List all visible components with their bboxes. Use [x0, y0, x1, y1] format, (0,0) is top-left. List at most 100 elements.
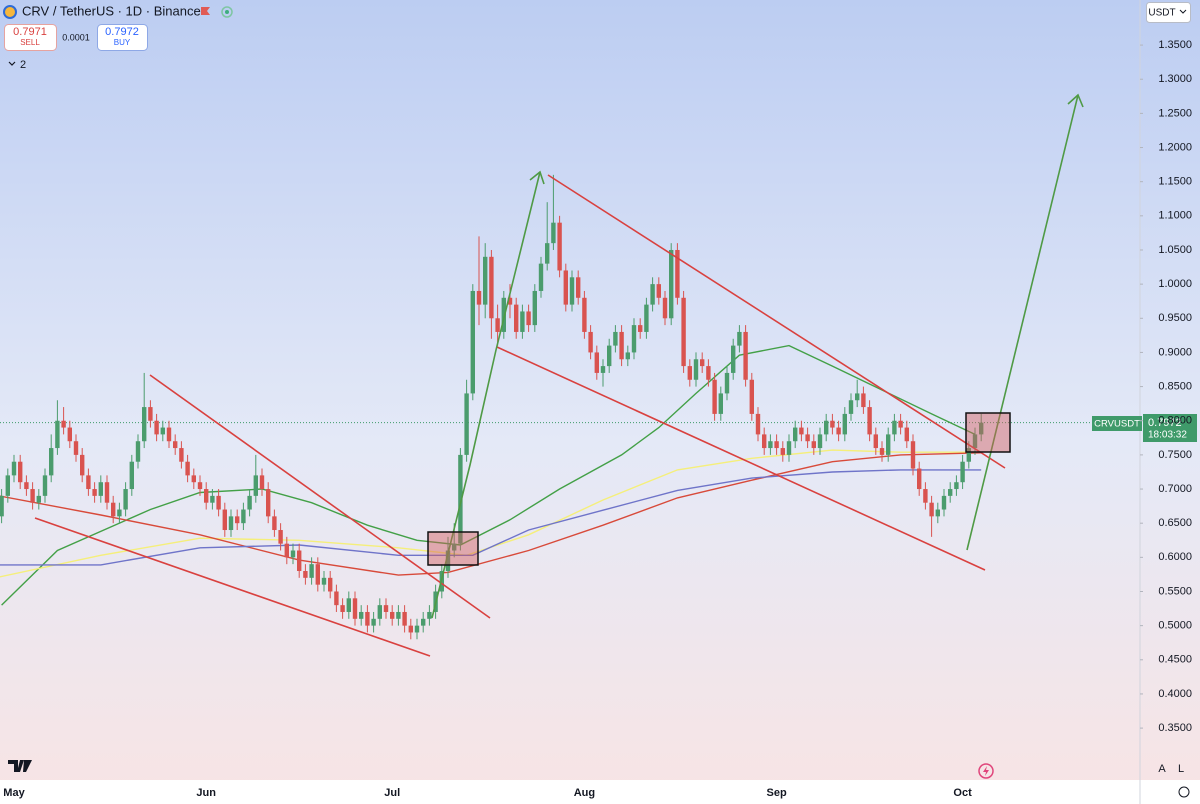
candle-body: [284, 543, 289, 558]
candle-body: [309, 564, 314, 578]
y-tick-label: 0.8500: [1158, 380, 1192, 392]
drawings: [34, 93, 1084, 657]
countdown: 18:03:32: [1148, 430, 1187, 441]
candle-body: [427, 611, 432, 619]
candle-body: [582, 297, 587, 332]
candle-body: [817, 434, 823, 449]
settings-icon[interactable]: [1178, 786, 1190, 798]
auto-scale-button[interactable]: A: [1158, 763, 1166, 775]
flash-bolt: [983, 766, 989, 776]
buy-price: 0.7972: [105, 26, 139, 38]
y-tick-label: 1.0500: [1158, 244, 1192, 256]
candle-body: [148, 407, 153, 421]
candle-body: [228, 516, 234, 531]
candle-body: [365, 611, 370, 626]
candle-body: [30, 489, 35, 503]
candle-body: [731, 345, 736, 373]
x-tick-label: May: [3, 787, 25, 799]
candle-body: [532, 290, 537, 326]
candle-body: [966, 448, 971, 462]
candle-body: [421, 618, 426, 626]
tradingview-logo[interactable]: [8, 760, 32, 772]
candle-body: [315, 564, 320, 585]
candle-body: [501, 297, 506, 332]
candle-body: [700, 359, 705, 367]
currency-chevron[interactable]: [1179, 9, 1187, 14]
buy-button[interactable]: [97, 24, 148, 51]
time-axis-strip: [0, 780, 1200, 804]
candle-body: [662, 297, 668, 319]
symbol-tag-label: CRVUSDT: [1094, 419, 1140, 430]
candle-body: [941, 495, 947, 510]
candle-body: [631, 325, 637, 353]
candle-body: [749, 379, 754, 414]
candle-body: [910, 441, 916, 469]
candle-body: [836, 427, 841, 435]
sell-label: SELL: [20, 38, 40, 47]
currency-button[interactable]: [1146, 2, 1191, 23]
y-tick-label: 1.0000: [1158, 278, 1192, 290]
sell-button[interactable]: [4, 24, 57, 51]
candle-body: [923, 489, 928, 503]
candle-body: [718, 393, 723, 414]
candle-body: [855, 393, 860, 401]
candle-body: [222, 509, 227, 531]
candle-body: [235, 516, 240, 524]
candle-body: [272, 516, 277, 531]
collapse-chevron[interactable]: [8, 61, 16, 66]
candle-body: [681, 297, 686, 367]
y-tick-label: 0.4000: [1158, 688, 1192, 700]
candle-body: [917, 468, 922, 490]
candle-body: [42, 475, 48, 496]
candle-body: [321, 577, 327, 585]
candle-body: [0, 495, 4, 517]
candle-body: [346, 598, 351, 612]
candle-body: [210, 495, 215, 503]
highlight-box: [427, 531, 479, 566]
candle-body: [390, 611, 395, 619]
projection-arrow: [431, 171, 541, 619]
trendline: [496, 346, 986, 571]
y-tick-label: 0.6000: [1158, 551, 1192, 563]
candle-body: [266, 489, 271, 517]
candle-body: [495, 318, 500, 332]
candle-body: [520, 311, 525, 332]
moving-average: [0, 452, 982, 576]
status-icon: [221, 6, 233, 18]
candle-body: [179, 448, 184, 462]
status-dot: [225, 10, 229, 14]
projection-arrow: [966, 94, 1079, 551]
candle-body: [514, 304, 519, 332]
currency[interactable]: USDT: [1148, 8, 1175, 19]
candle-body: [712, 379, 717, 414]
candle-body: [111, 502, 116, 517]
candle-body: [762, 434, 767, 449]
indicator-count[interactable]: 2: [20, 59, 26, 71]
symbol-icon: [3, 5, 17, 19]
log-scale-button[interactable]: L: [1178, 763, 1184, 775]
y-tick-label: 1.3000: [1158, 73, 1192, 85]
flash-icon[interactable]: [978, 763, 994, 779]
candle-body: [842, 413, 847, 435]
candle-body: [724, 372, 730, 394]
candle-body: [706, 366, 711, 380]
candle-body: [154, 420, 159, 435]
spread: 0.0001: [62, 32, 90, 42]
candle-body: [408, 625, 413, 633]
candle-body: [799, 427, 804, 435]
candle-body: [36, 495, 41, 503]
candle-body: [49, 448, 54, 476]
highlight-box: [965, 412, 1011, 453]
y-tick-label: 1.3500: [1158, 39, 1192, 51]
candle-body: [5, 475, 10, 496]
candle-body: [892, 420, 897, 435]
candle-body: [768, 441, 773, 449]
candle-body: [830, 420, 835, 428]
buy-label: BUY: [114, 38, 131, 47]
candle-body: [898, 420, 903, 428]
flag-icon[interactable]: [201, 7, 210, 15]
candle-body: [873, 434, 878, 449]
candle-body: [11, 461, 17, 476]
candle-body: [650, 284, 655, 305]
